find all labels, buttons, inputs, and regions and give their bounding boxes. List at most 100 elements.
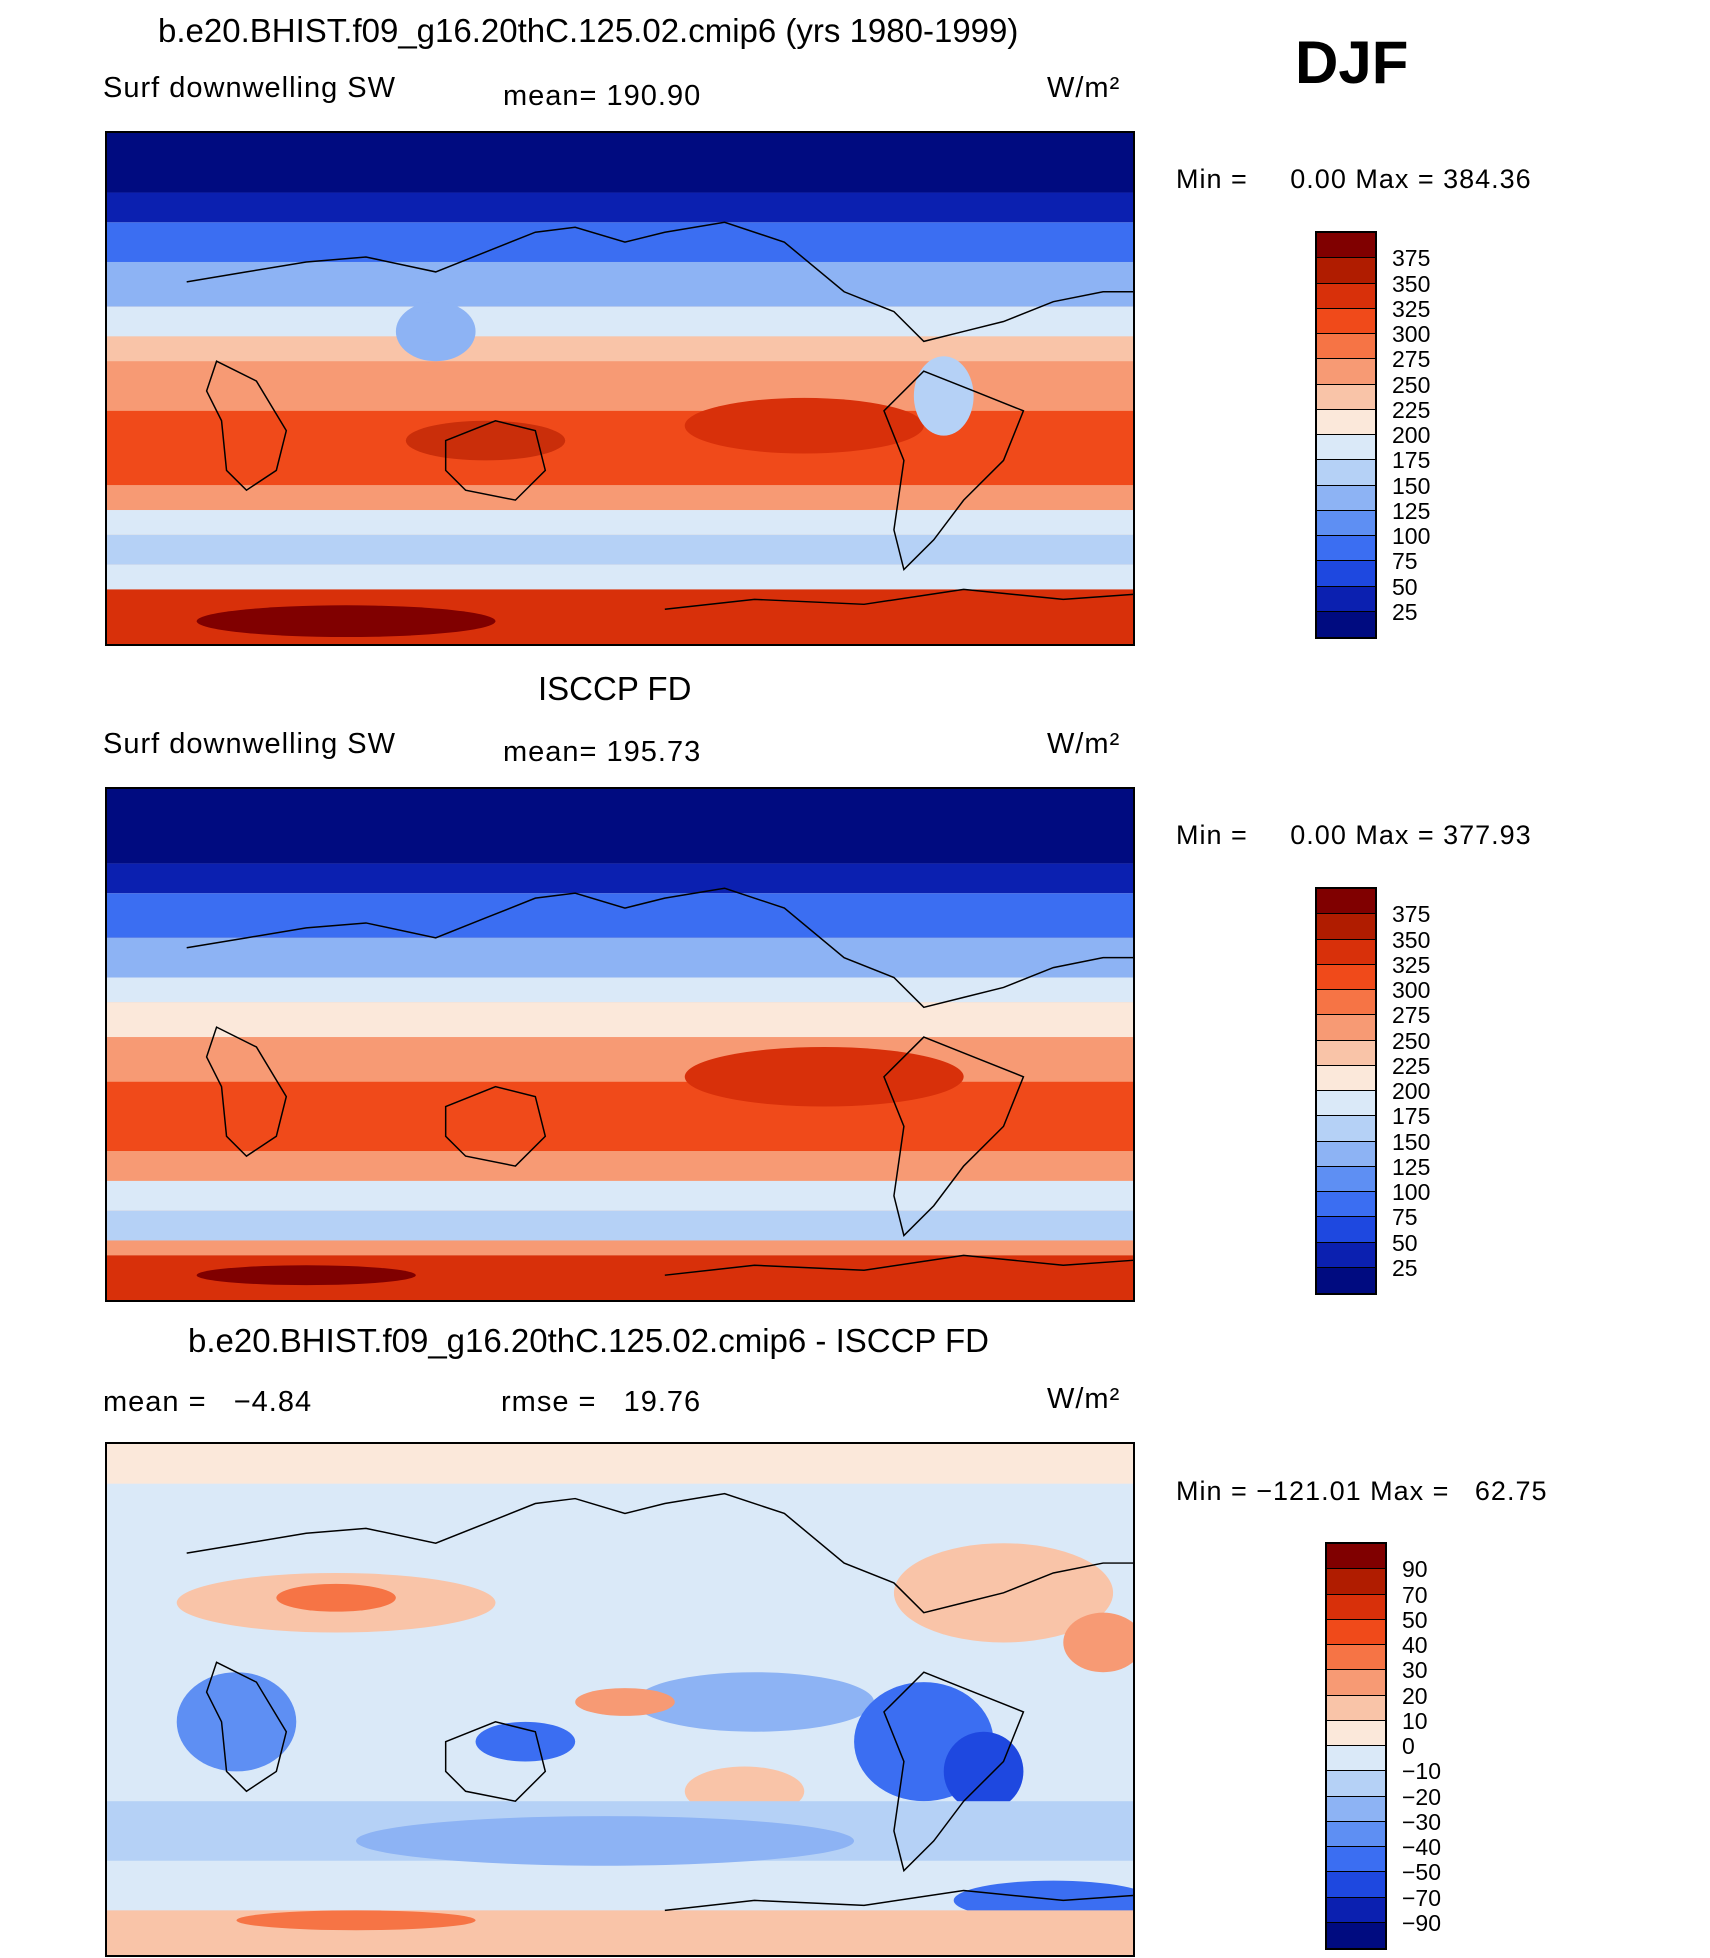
panel2-map	[105, 787, 1135, 1302]
panel3-map	[105, 1442, 1135, 1957]
colorbar-tick-label: 275	[1392, 346, 1431, 373]
colorbar-tick-label: 325	[1392, 951, 1431, 978]
colorbar-swatch	[1317, 1192, 1375, 1218]
colorbar-swatch	[1327, 1771, 1385, 1797]
colorbar-swatch	[1317, 1091, 1375, 1117]
panel2-variable-label: Surf downwelling SW	[103, 728, 396, 760]
colorbar-tick-label: 150	[1392, 472, 1431, 499]
panel2-colorbar	[1315, 887, 1377, 1295]
colorbar-swatch	[1327, 1872, 1385, 1898]
colorbar-tick-label: 375	[1392, 901, 1431, 928]
panel2-units: W/m²	[1047, 728, 1121, 760]
colorbar-swatch	[1327, 1544, 1385, 1570]
panel1-colorbar	[1315, 231, 1377, 639]
colorbar-swatch	[1327, 1897, 1385, 1923]
panel3-mean-label: mean = −4.84	[103, 1386, 313, 1418]
colorbar-swatch	[1317, 561, 1375, 587]
panel2-mean-label: mean= 195.73	[503, 736, 702, 768]
colorbar-swatch	[1317, 510, 1375, 536]
colorbar-tick-label: 275	[1392, 1002, 1431, 1029]
colorbar-tick-label: 25	[1392, 598, 1418, 625]
colorbar-tick-label: −40	[1402, 1834, 1442, 1860]
colorbar-swatch	[1317, 611, 1375, 637]
colorbar-swatch	[1317, 334, 1375, 360]
colorbar-swatch	[1317, 1065, 1375, 1091]
colorbar-swatch	[1327, 1569, 1385, 1595]
colorbar-swatch	[1317, 889, 1375, 915]
colorbar-tick-label: 175	[1392, 1103, 1431, 1130]
colorbar-tick-label: −20	[1402, 1783, 1442, 1810]
colorbar-swatch	[1317, 485, 1375, 511]
colorbar-tick-label: 200	[1392, 422, 1431, 448]
colorbar-swatch	[1327, 1821, 1385, 1847]
colorbar-swatch	[1317, 435, 1375, 461]
colorbar-swatch	[1317, 308, 1375, 334]
colorbar-tick-label: 50	[1402, 1606, 1428, 1633]
colorbar-swatch	[1317, 586, 1375, 612]
panel2-title: ISCCP FD	[538, 670, 692, 707]
colorbar-tick-label: −90	[1402, 1909, 1442, 1936]
colorbar-swatch	[1327, 1594, 1385, 1620]
colorbar-swatch	[1317, 964, 1375, 990]
colorbar-tick-label: 100	[1392, 523, 1431, 549]
colorbar-swatch	[1317, 258, 1375, 284]
panel3-minmax: Min = −121.01 Max = 62.75	[1176, 1476, 1548, 1506]
colorbar-swatch	[1317, 283, 1375, 309]
colorbar-tick-label: 40	[1402, 1632, 1428, 1658]
colorbar-tick-label: 50	[1392, 573, 1418, 600]
colorbar-swatch	[1317, 990, 1375, 1016]
colorbar-tick-label: −30	[1402, 1808, 1442, 1835]
colorbar-swatch	[1317, 939, 1375, 965]
panel1-map	[105, 131, 1135, 646]
colorbar-swatch	[1327, 1645, 1385, 1671]
colorbar-tick-label: 325	[1392, 295, 1431, 322]
colorbar-tick-label: 50	[1392, 1229, 1418, 1256]
colorbar-tick-label: 175	[1392, 447, 1431, 474]
colorbar-swatch	[1317, 409, 1375, 435]
colorbar-tick-label: −50	[1402, 1859, 1442, 1886]
panel3-title: b.e20.BHIST.f09_g16.20thC.125.02.cmip6 -…	[188, 1322, 989, 1359]
panel1-units: W/m²	[1047, 72, 1121, 104]
panel3-colorbar	[1325, 1542, 1387, 1950]
colorbar-swatch	[1317, 536, 1375, 562]
colorbar-swatch	[1317, 1166, 1375, 1192]
colorbar-tick-label: 150	[1392, 1128, 1431, 1155]
colorbar-swatch	[1327, 1796, 1385, 1822]
colorbar-swatch	[1317, 914, 1375, 940]
colorbar-swatch	[1317, 384, 1375, 410]
colorbar-tick-label: 250	[1392, 371, 1431, 398]
colorbar-swatch	[1327, 1670, 1385, 1696]
colorbar-swatch	[1317, 1242, 1375, 1268]
colorbar-swatch	[1327, 1720, 1385, 1746]
season-label: DJF	[1295, 29, 1409, 96]
panel1-title: b.e20.BHIST.f09_g16.20thC.125.02.cmip6 (…	[158, 12, 1019, 49]
panel2-minmax: Min = 0.00 Max = 377.93	[1176, 820, 1532, 850]
colorbar-tick-label: 70	[1402, 1581, 1428, 1608]
colorbar-tick-label: 350	[1392, 926, 1431, 953]
colorbar-tick-label: 0	[1402, 1733, 1415, 1759]
colorbar-swatch	[1327, 1619, 1385, 1645]
panel3-units: W/m²	[1047, 1383, 1121, 1415]
colorbar-swatch	[1317, 1116, 1375, 1142]
colorbar-tick-label: 20	[1402, 1682, 1428, 1709]
panel1-mean-label: mean= 190.90	[503, 80, 702, 112]
colorbar-swatch	[1327, 1746, 1385, 1772]
colorbar-tick-label: 90	[1402, 1556, 1428, 1583]
colorbar-swatch	[1317, 1217, 1375, 1243]
colorbar-swatch	[1327, 1695, 1385, 1721]
colorbar-tick-label: 100	[1392, 1179, 1431, 1205]
colorbar-tick-label: 10	[1402, 1707, 1428, 1734]
colorbar-tick-label: 125	[1392, 1153, 1431, 1180]
colorbar-tick-label: −70	[1402, 1884, 1442, 1911]
colorbar-swatch	[1317, 1015, 1375, 1041]
colorbar-tick-label: 125	[1392, 497, 1431, 524]
colorbar-tick-label: 375	[1392, 245, 1431, 272]
colorbar-swatch	[1317, 1040, 1375, 1066]
colorbar-tick-label: 225	[1392, 1052, 1431, 1079]
colorbar-swatch	[1327, 1922, 1385, 1948]
colorbar-tick-label: 200	[1392, 1078, 1431, 1104]
colorbar-tick-label: 300	[1392, 321, 1431, 347]
colorbar-swatch	[1327, 1847, 1385, 1873]
colorbar-tick-label: 30	[1402, 1657, 1428, 1684]
colorbar-tick-label: 250	[1392, 1027, 1431, 1054]
